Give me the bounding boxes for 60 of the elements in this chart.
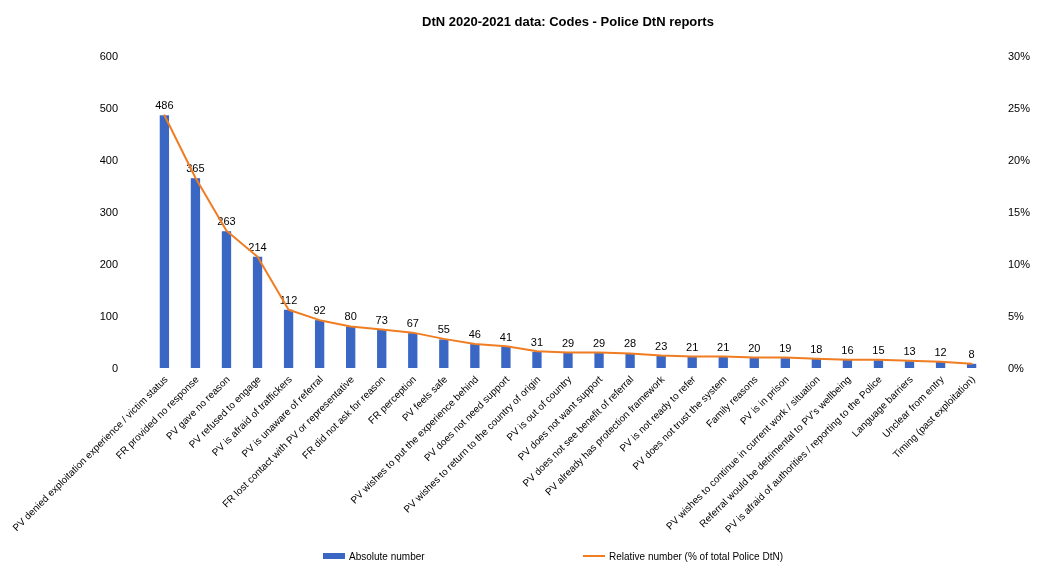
data-label: 23 — [655, 340, 668, 353]
bar — [501, 346, 511, 368]
data-label: 20 — [748, 341, 761, 354]
legend-label: Absolute number — [349, 551, 426, 562]
data-label: 41 — [499, 330, 513, 343]
y-tick-label: 400 — [99, 153, 118, 166]
data-label: 19 — [779, 342, 792, 355]
data-label: 67 — [406, 317, 419, 330]
data-label: 214 — [248, 240, 267, 253]
y-tick-label: 300 — [99, 205, 118, 218]
data-label: 73 — [375, 314, 388, 327]
bar — [159, 115, 170, 368]
bar — [346, 326, 356, 368]
bar — [687, 357, 697, 368]
y-tick-label: 100 — [99, 309, 118, 322]
data-label: 21 — [717, 341, 730, 354]
bar — [314, 320, 325, 368]
bar — [594, 352, 604, 368]
data-label: 28 — [623, 337, 637, 350]
data-label: 80 — [344, 310, 357, 323]
data-label: 486 — [155, 99, 174, 112]
data-label: 12 — [934, 345, 947, 358]
data-label: 13 — [903, 345, 916, 358]
bar — [408, 333, 418, 368]
y-tick-label: 0 — [111, 361, 118, 374]
line-series — [163, 114, 973, 365]
y-tick-label: 600 — [99, 49, 118, 62]
y-tick-label: 200 — [99, 257, 118, 270]
y2-tick-label: 30% — [1008, 49, 1031, 62]
bar — [532, 351, 542, 368]
y-tick-label: 500 — [99, 101, 118, 114]
legend-label: Relative number (% of total Police DtN) — [609, 551, 783, 562]
data-label: 55 — [437, 323, 450, 336]
y2-tick-label: 10% — [1008, 257, 1031, 270]
bar — [221, 231, 232, 368]
data-label: 46 — [468, 328, 481, 341]
bar — [377, 330, 387, 368]
bar — [190, 178, 201, 368]
bar — [470, 344, 480, 368]
y2-tick-label: 25% — [1008, 101, 1031, 114]
data-label: 8 — [968, 347, 975, 360]
bar — [283, 309, 294, 368]
bar — [439, 339, 449, 368]
y2-tick-label: 20% — [1008, 153, 1031, 166]
bar — [656, 356, 666, 368]
bar — [563, 352, 573, 368]
data-label: 21 — [686, 341, 699, 354]
data-label: 29 — [592, 336, 606, 349]
data-label: 92 — [313, 304, 326, 317]
bar — [252, 256, 263, 368]
data-label: 31 — [530, 335, 544, 348]
data-label: 29 — [561, 336, 575, 349]
y2-tick-label: 5% — [1008, 309, 1025, 322]
data-label: 15 — [872, 344, 885, 357]
chart-title: DtN 2020-2021 data: Codes - Police DtN reports — [422, 14, 714, 29]
bar — [625, 353, 635, 368]
data-label: 18 — [810, 342, 823, 355]
data-label: 16 — [841, 343, 854, 356]
y2-tick-label: 15% — [1008, 205, 1031, 218]
y2-tick-label: 0% — [1008, 361, 1025, 374]
